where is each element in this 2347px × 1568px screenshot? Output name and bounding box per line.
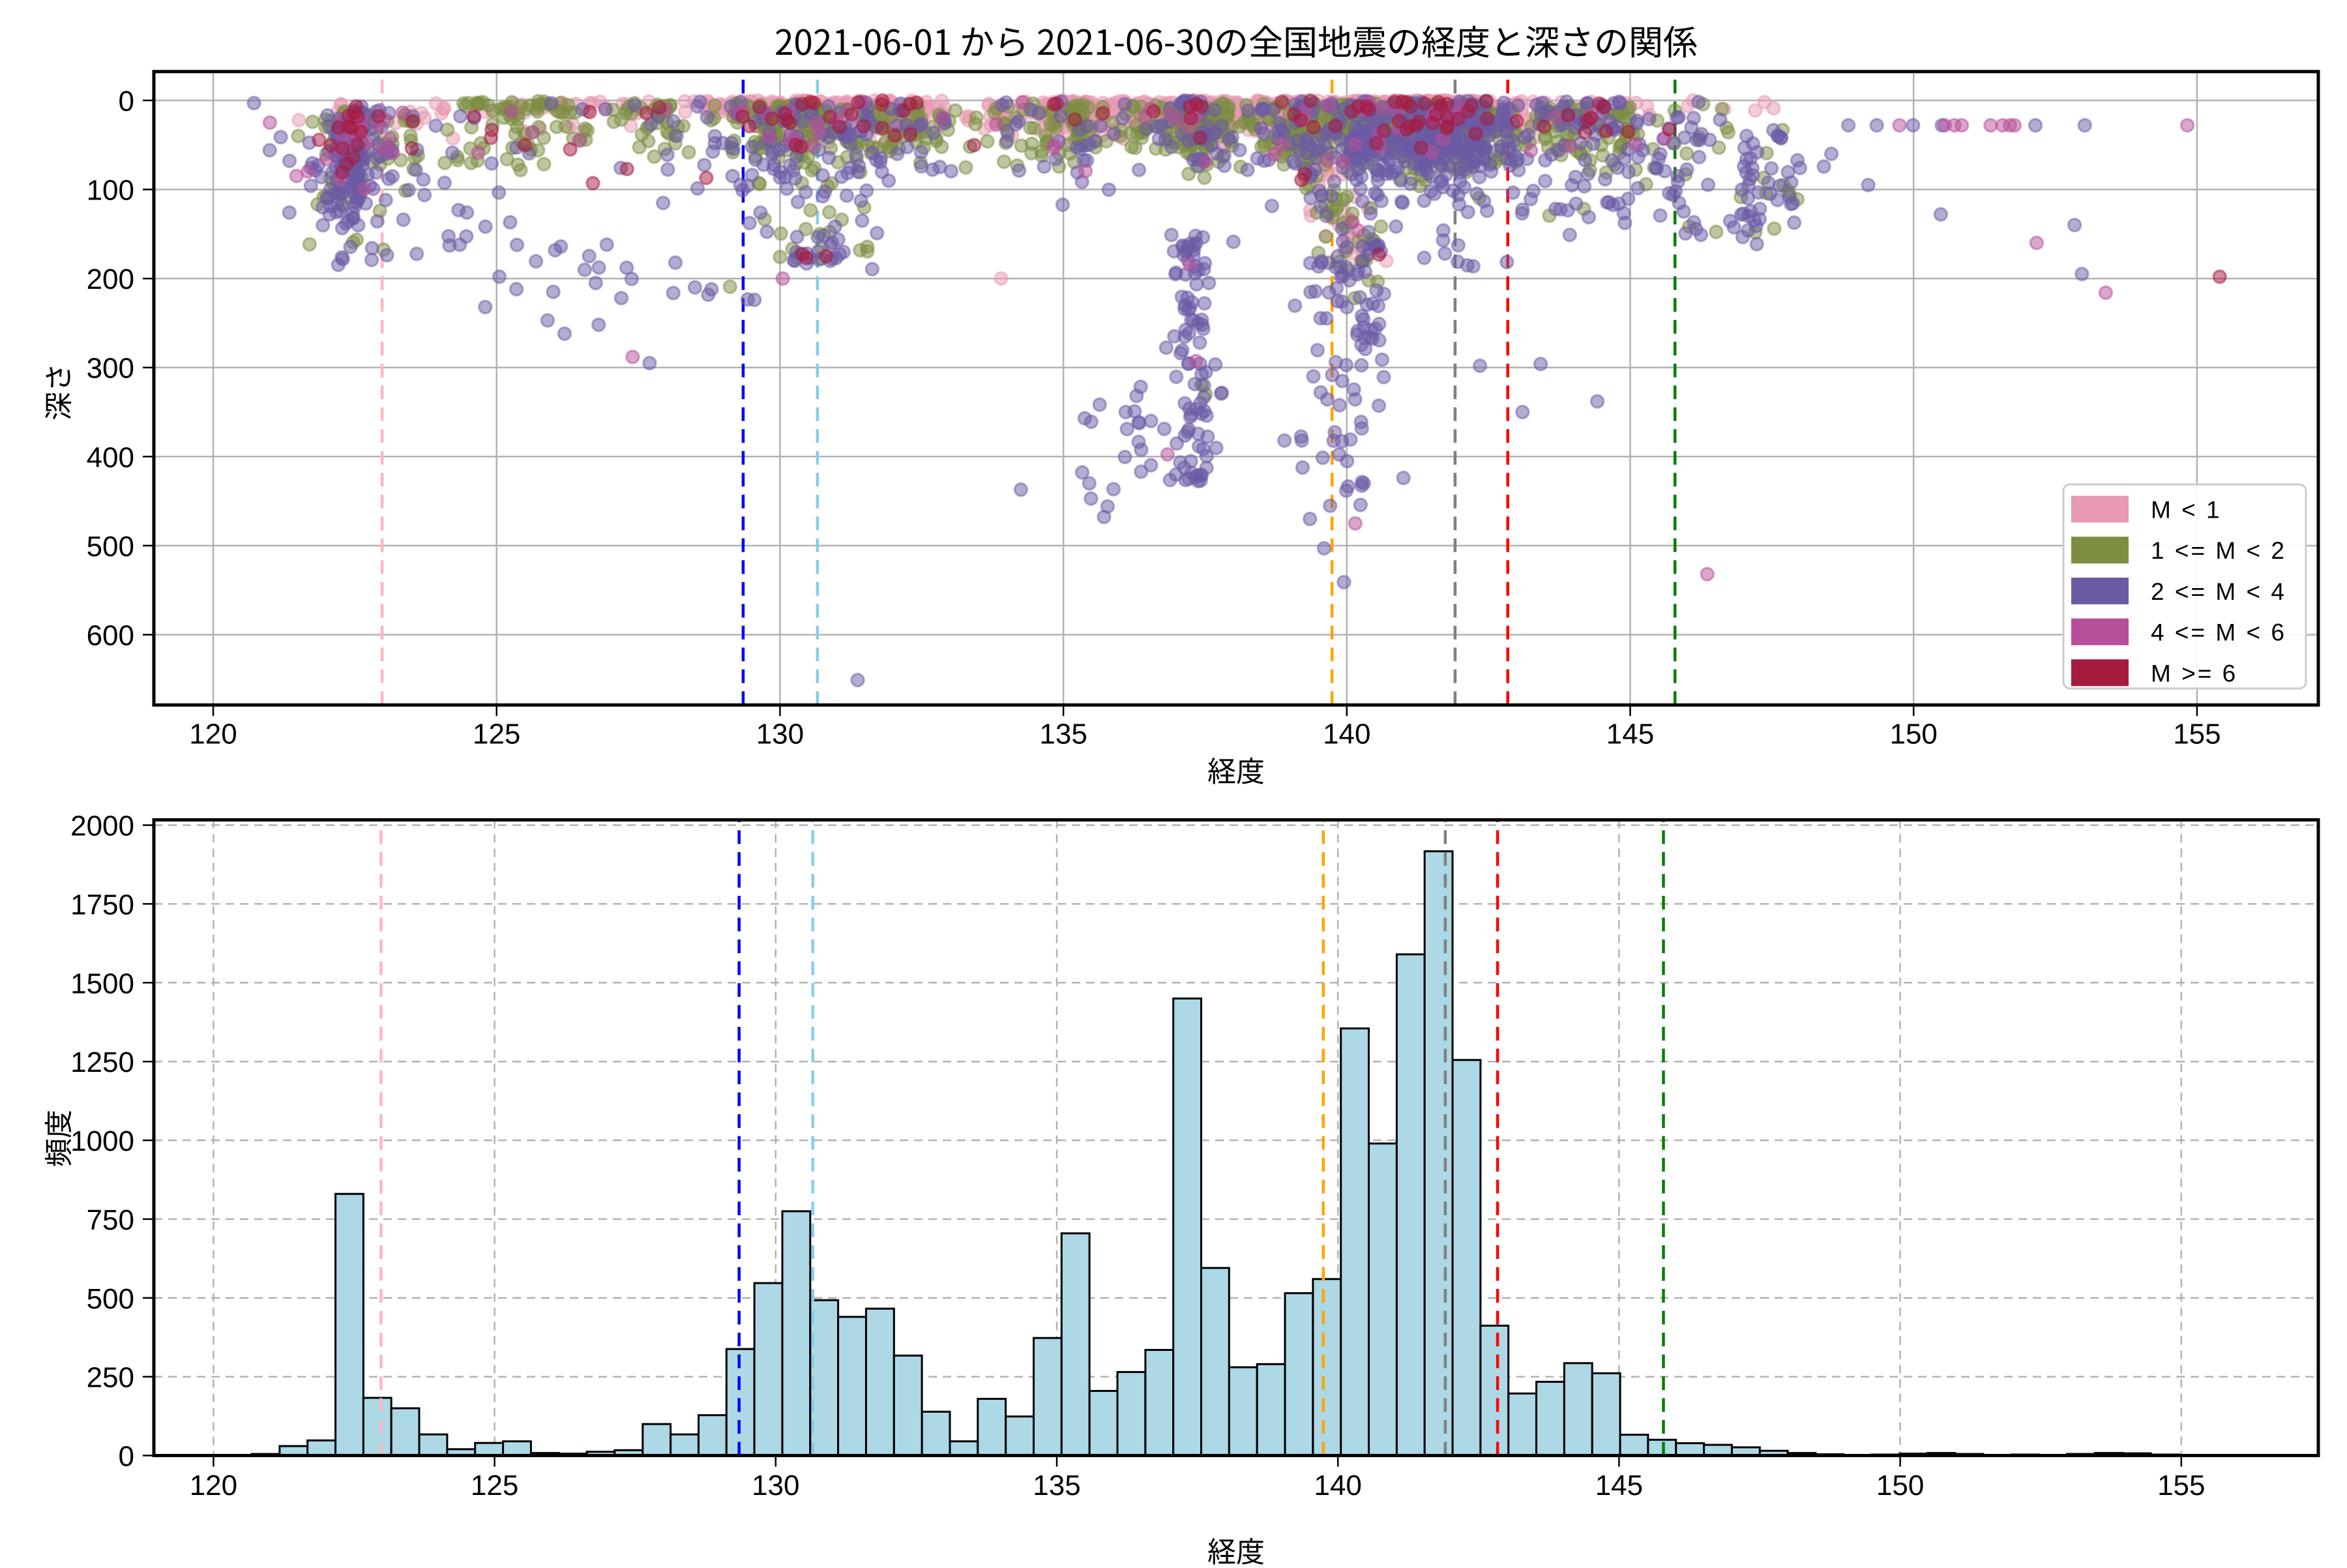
svg-text:1250: 1250 (70, 1046, 134, 1078)
svg-text:155: 155 (2173, 718, 2221, 750)
svg-text:2000: 2000 (70, 810, 134, 842)
svg-text:250: 250 (87, 1362, 134, 1394)
svg-text:145: 145 (1606, 718, 1654, 750)
svg-text:1750: 1750 (70, 889, 134, 921)
svg-text:0: 0 (119, 85, 134, 117)
svg-text:130: 130 (752, 1470, 799, 1501)
svg-text:145: 145 (1595, 1470, 1643, 1501)
svg-text:140: 140 (1323, 718, 1370, 750)
svg-text:130: 130 (756, 718, 804, 750)
svg-text:1500: 1500 (70, 968, 134, 999)
svg-text:200: 200 (87, 263, 134, 295)
svg-text:120: 120 (189, 718, 237, 750)
svg-text:4 <= M < 6: 4 <= M < 6 (2151, 619, 2286, 646)
svg-text:500: 500 (87, 531, 134, 563)
svg-text:100: 100 (87, 175, 134, 207)
svg-text:155: 155 (2157, 1470, 2205, 1501)
svg-text:150: 150 (1876, 1470, 1924, 1501)
svg-text:120: 120 (190, 1470, 237, 1501)
svg-text:1 <= M < 2: 1 <= M < 2 (2151, 537, 2286, 564)
svg-text:M >= 6: M >= 6 (2151, 660, 2237, 687)
svg-text:135: 135 (1033, 1470, 1080, 1501)
svg-text:0: 0 (119, 1441, 134, 1473)
svg-text:140: 140 (1314, 1470, 1361, 1501)
svg-text:125: 125 (473, 718, 520, 750)
svg-text:135: 135 (1039, 718, 1087, 750)
svg-text:2 <= M < 4: 2 <= M < 4 (2151, 578, 2286, 605)
svg-text:M < 1: M < 1 (2151, 497, 2222, 524)
svg-text:500: 500 (87, 1283, 134, 1315)
svg-text:300: 300 (87, 353, 134, 385)
svg-text:400: 400 (87, 441, 134, 473)
svg-text:600: 600 (87, 620, 134, 652)
svg-text:150: 150 (1889, 718, 1937, 750)
svg-text:750: 750 (87, 1204, 134, 1236)
svg-text:125: 125 (471, 1470, 518, 1501)
svg-text:1000: 1000 (70, 1125, 134, 1157)
